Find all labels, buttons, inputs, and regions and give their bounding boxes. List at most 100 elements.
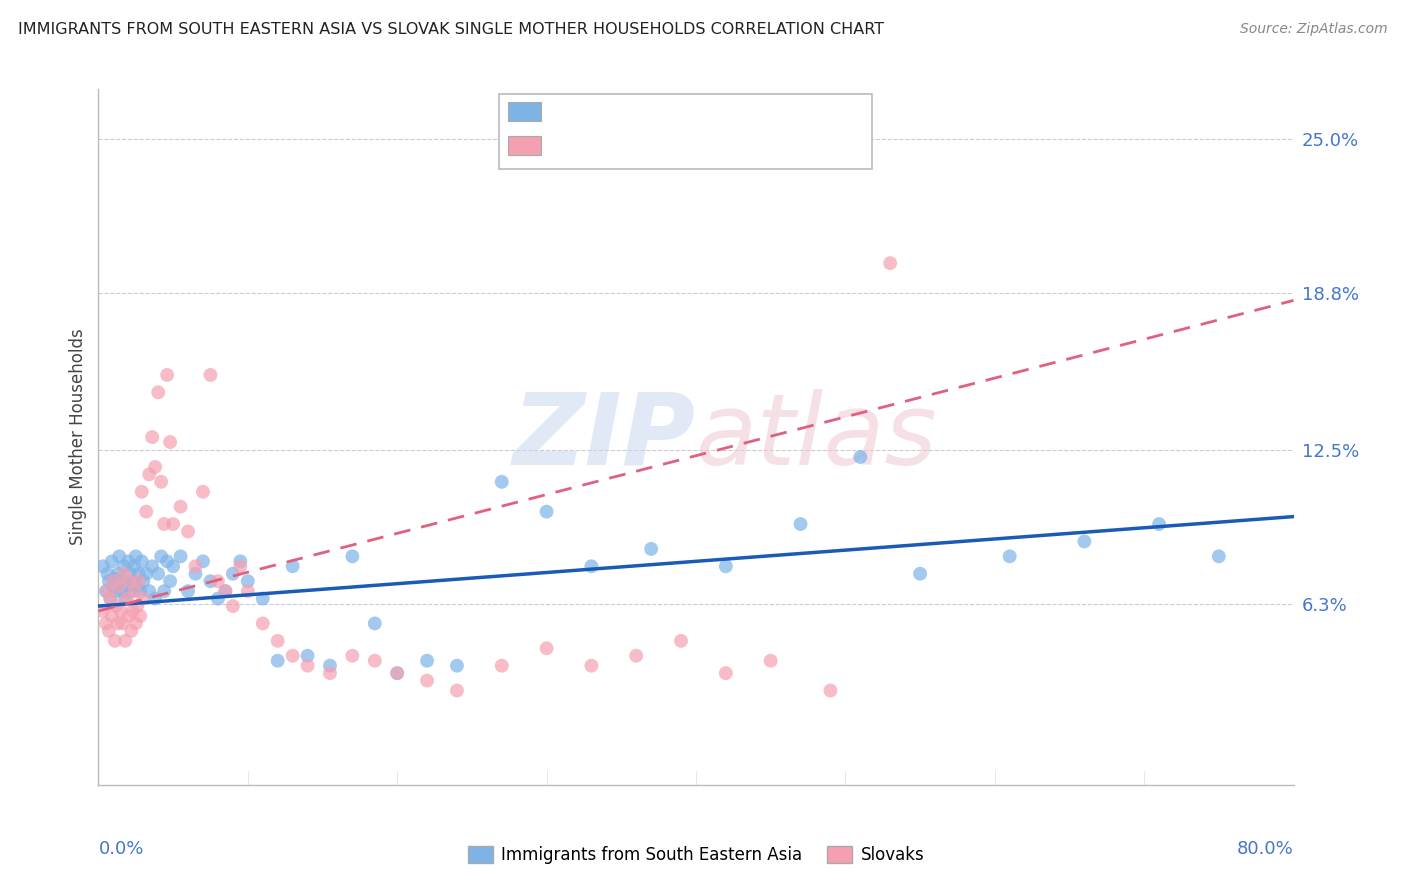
Point (94, 584, 117, 599)
Point (536, 641, 558, 656)
Point (1147, 516, 1170, 531)
Point (759, 654, 782, 668)
Point (117, 609, 139, 624)
Point (581, 658, 603, 673)
Point (127, 579, 149, 593)
Text: R =: R = (550, 136, 586, 154)
Point (184, 559, 207, 574)
Text: 66: 66 (704, 136, 727, 154)
Point (267, 633, 290, 648)
Point (177, 584, 200, 599)
Point (236, 584, 259, 599)
Point (714, 666, 737, 681)
Point (118, 574, 141, 589)
Point (626, 648, 648, 663)
Point (446, 683, 468, 698)
Point (177, 524, 200, 539)
Point (114, 591, 136, 606)
Point (108, 579, 131, 593)
Point (319, 658, 342, 673)
Point (138, 584, 160, 599)
Point (252, 591, 274, 606)
Text: 0.195: 0.195 (592, 103, 644, 120)
Point (125, 616, 148, 631)
Point (131, 484, 153, 499)
Point (222, 599, 245, 613)
Point (105, 599, 128, 613)
Point (129, 609, 152, 624)
Y-axis label: Single Mother Households: Single Mother Households (69, 329, 87, 545)
Point (207, 574, 229, 589)
Point (121, 604, 143, 618)
Point (103, 579, 125, 593)
Text: IMMIGRANTS FROM SOUTH EASTERN ASIA VS SLOVAK SINGLE MOTHER HOUSEHOLDS CORRELATIO: IMMIGRANTS FROM SOUTH EASTERN ASIA VS SL… (18, 22, 884, 37)
Point (120, 584, 142, 599)
Point (125, 549, 148, 564)
Text: N =: N = (665, 103, 702, 120)
Text: N =: N = (665, 136, 702, 154)
Point (820, 683, 842, 698)
Point (107, 566, 129, 581)
Point (267, 654, 290, 668)
Point (96, 566, 118, 581)
Point (908, 566, 931, 581)
Point (105, 584, 128, 599)
Point (229, 559, 252, 574)
Point (998, 549, 1021, 564)
Point (169, 549, 191, 564)
Point (104, 633, 127, 648)
Point (132, 591, 155, 606)
Point (1073, 534, 1095, 549)
Point (153, 584, 176, 599)
Point (169, 500, 191, 514)
Point (297, 658, 319, 673)
Point (236, 574, 259, 589)
Point (120, 624, 142, 638)
Point (118, 566, 141, 581)
Text: 0.267: 0.267 (592, 136, 644, 154)
Point (159, 574, 181, 589)
Point (156, 554, 179, 568)
Point (112, 566, 135, 581)
Point (789, 516, 811, 531)
Point (200, 368, 222, 382)
Point (1208, 549, 1230, 564)
Point (159, 435, 181, 450)
Text: Source: ZipAtlas.com: Source: ZipAtlas.com (1240, 22, 1388, 37)
Point (138, 467, 160, 482)
Point (100, 591, 122, 606)
Point (110, 604, 132, 618)
Point (91, 559, 114, 574)
Point (124, 559, 146, 574)
Point (281, 648, 304, 663)
Text: 69: 69 (704, 103, 727, 120)
Point (141, 430, 163, 444)
Point (115, 579, 138, 593)
Point (342, 549, 364, 564)
Point (849, 450, 872, 464)
Point (342, 648, 364, 663)
Point (222, 566, 245, 581)
Point (141, 559, 163, 574)
Point (184, 566, 207, 581)
Point (103, 574, 125, 589)
Point (96, 584, 118, 599)
Point (416, 654, 439, 668)
Point (385, 666, 409, 681)
Point (108, 549, 131, 564)
Point (214, 584, 236, 599)
Point (110, 574, 132, 589)
Point (581, 559, 603, 574)
Point (536, 505, 558, 519)
Point (714, 559, 737, 574)
Point (143, 459, 166, 474)
Point (879, 256, 901, 270)
Point (153, 516, 176, 531)
Point (128, 566, 150, 581)
Point (491, 475, 513, 489)
Point (162, 559, 184, 574)
Point (640, 541, 662, 556)
Point (97, 574, 120, 589)
Point (385, 666, 409, 681)
Point (281, 559, 304, 574)
